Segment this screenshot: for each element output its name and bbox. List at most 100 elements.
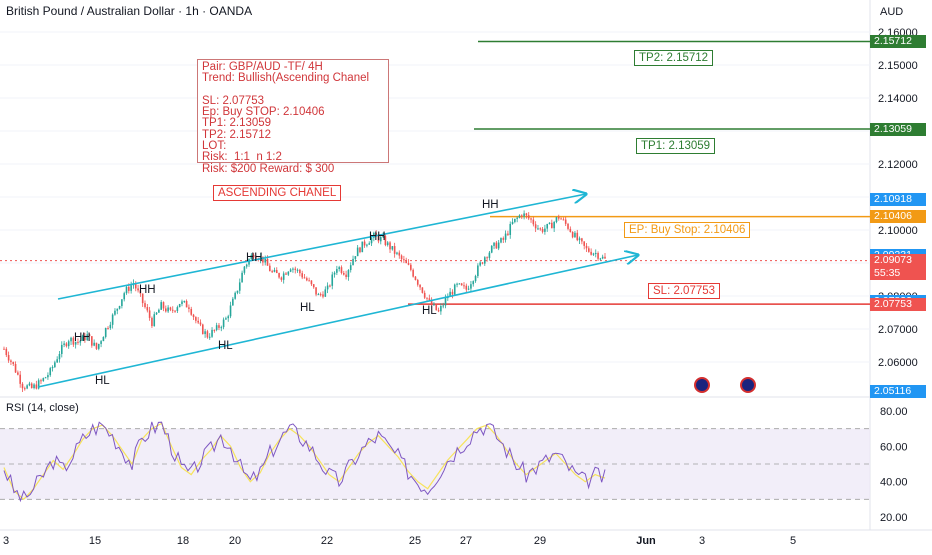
candle-body <box>456 283 458 285</box>
rsi-pane: 80.00 60.00 40.00 20.00 <box>0 406 908 524</box>
time-tick-label: 3 <box>3 535 9 547</box>
time-tick-label: 5 <box>790 535 796 547</box>
candle-body <box>107 327 109 329</box>
rsi-tick-label: 80.00 <box>880 406 908 418</box>
trade-info-box[interactable]: Pair: GBP/AUD -TF/ 4H Trend: Bullish(Asce… <box>197 59 389 175</box>
price-badge: 2.10918 <box>870 193 926 207</box>
candle-body <box>155 312 158 315</box>
candle-body <box>398 252 401 256</box>
candle-body <box>495 242 498 249</box>
candle-body <box>396 252 398 254</box>
candle-body <box>188 307 190 309</box>
candle-body <box>299 269 301 274</box>
info-line: Ep: Buy STOP: 2.10406 <box>202 106 325 119</box>
candle-body <box>174 310 176 312</box>
channel-label[interactable]: ASCENDING CHANEL <box>213 185 342 201</box>
candle-body <box>433 304 435 306</box>
candle-body <box>405 260 408 264</box>
candle-body <box>42 378 45 381</box>
candle-body <box>40 380 42 382</box>
candle-body <box>423 292 426 298</box>
candle-body <box>493 242 495 246</box>
channel-lower-line[interactable] <box>37 255 638 388</box>
candle-body <box>164 308 167 312</box>
channel-upper-line[interactable] <box>57 194 586 300</box>
candle-body <box>400 255 403 260</box>
entry-label[interactable]: EP: Buy Stop: 2.10406 <box>624 222 751 238</box>
price-tick-label: 2.10000 <box>878 225 918 237</box>
candle-body <box>525 213 528 216</box>
tp2-label[interactable]: TP2: 2.15712 <box>634 50 714 66</box>
swing-labels: HH HH HH HH HH HL HL HL HL <box>74 199 499 387</box>
candle-body <box>449 291 451 297</box>
candle-body <box>474 276 477 282</box>
candle-body <box>604 256 606 259</box>
candle-body <box>430 299 433 306</box>
candle-body <box>116 308 119 311</box>
candle-body <box>359 247 361 253</box>
candle-body <box>428 298 431 300</box>
candle-body <box>342 272 345 275</box>
price-grid <box>0 31 870 363</box>
hh-label: HH <box>369 231 386 243</box>
candle-body <box>379 236 382 242</box>
candle-body <box>366 244 368 246</box>
rsi-tick-label: 20.00 <box>880 512 908 524</box>
price-badge: 2.10406 <box>870 210 926 224</box>
price-badge: 2.13059 <box>870 122 926 136</box>
time-tick-label: 15 <box>89 535 101 547</box>
candle-body <box>14 364 17 373</box>
candle-body <box>331 274 334 286</box>
time-tick-label: 29 <box>534 535 546 547</box>
symbol-title[interactable]: British Pound / Australian Dollar · 1h ·… <box>6 4 253 18</box>
ascending-channel[interactable] <box>37 194 638 388</box>
candle-body <box>206 331 209 338</box>
candle-body <box>581 238 583 242</box>
candle-body <box>21 383 24 389</box>
candle-body <box>551 222 553 229</box>
candle-body <box>128 286 130 291</box>
candle-body <box>60 344 63 354</box>
stop-loss-label[interactable]: SL: 2.07753 <box>648 283 721 299</box>
tp1-label[interactable]: TP1: 2.13059 <box>636 138 716 154</box>
aud-event-flag-icon[interactable] <box>694 377 710 393</box>
candle-body <box>77 341 79 343</box>
price-tick-label: 2.07000 <box>878 324 918 336</box>
aud-event-flag-icon[interactable] <box>740 377 756 393</box>
candle-body <box>564 219 567 224</box>
rsi-title[interactable]: RSI (14, close) <box>6 402 79 414</box>
candle-body <box>225 318 227 320</box>
candle-body <box>238 282 241 291</box>
candlestick-series <box>3 210 606 393</box>
candle-body <box>592 253 595 255</box>
candle-body <box>190 308 193 315</box>
candle-body <box>275 270 278 274</box>
candle-body <box>514 218 516 222</box>
hh-label: HH <box>139 284 156 296</box>
candle-body <box>539 228 542 230</box>
candle-body <box>393 246 396 254</box>
candle-body <box>329 285 331 287</box>
candle-body <box>70 337 72 342</box>
candle-body <box>285 273 287 275</box>
candle-body <box>204 331 206 335</box>
candle-body <box>453 284 456 295</box>
info-line: TP1: 2.13059 <box>202 117 272 130</box>
candle-body <box>567 223 569 229</box>
candle-body <box>375 232 377 237</box>
candle-body <box>269 265 271 272</box>
price-tick-label: 2.15000 <box>878 60 918 72</box>
candle-body <box>97 343 100 349</box>
candle-body <box>5 348 8 356</box>
candle-body <box>287 271 290 275</box>
candle-body <box>354 256 357 259</box>
candle-body <box>104 327 107 337</box>
candle-body <box>72 337 75 345</box>
candle-body <box>19 374 21 384</box>
candle-body <box>241 272 243 283</box>
trade-levels <box>0 40 870 305</box>
candle-body <box>502 238 505 240</box>
time-axis[interactable]: 3 15 18 20 22 25 27 29 Jun 3 5 <box>3 535 796 547</box>
